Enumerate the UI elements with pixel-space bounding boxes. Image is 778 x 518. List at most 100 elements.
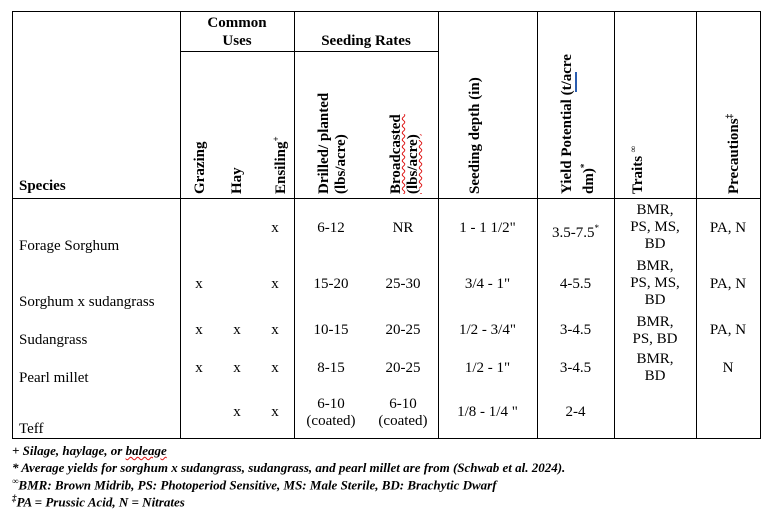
traits-line: BMR,	[636, 314, 674, 330]
drilled-header: Drilled/ planted (lbs/acre)	[316, 93, 350, 194]
ensiling-header: Ensiling+	[268, 136, 290, 194]
drilled-cell: 6-10 (coated)	[294, 396, 368, 430]
drilled-cell: 10-15	[313, 322, 349, 338]
traits-line: PS, BD	[632, 331, 678, 347]
species-cell: Pearl millet	[19, 370, 89, 386]
ensiling-label: Ensiling	[273, 141, 289, 194]
ensiling-mark: +	[271, 136, 281, 142]
yield-line2-text: dm)	[581, 168, 597, 194]
yield-cell: 3-4.5	[559, 322, 592, 338]
footnote-traits: ∞BMR: Brown Midrib, PS: Photoperiod Sens…	[12, 476, 497, 493]
depth-cell: 1/8 - 1/4 "	[457, 404, 518, 420]
depth-cell: 1/2 - 1"	[464, 360, 511, 376]
yield-cell: 3-4.5	[559, 360, 592, 376]
grazing-cell: x	[195, 322, 203, 338]
species-cell: Teff	[19, 421, 44, 437]
traits-header: Traits ∞	[625, 146, 647, 194]
col-rule	[294, 11, 295, 439]
traits-cell: BMR, PS, MS, BD	[614, 258, 696, 309]
depth-cell: 3/4 - 1"	[464, 276, 511, 292]
broadcasted-cell: 20-25	[385, 360, 421, 376]
precautions-mark: ‡	[724, 113, 734, 119]
traits-cell: BMR, PS, BD	[614, 314, 696, 348]
yield-cell: 2-4	[565, 404, 586, 420]
traits-line: BD	[644, 236, 666, 252]
traits-cell: BMR, BD	[614, 351, 696, 385]
yield-header: Yield Potential (t/acre dm)*	[559, 54, 598, 194]
ensiling-cell: x	[271, 220, 279, 236]
species-header: Species	[19, 178, 66, 194]
broadcasted-cell: 25-30	[385, 276, 421, 292]
traits-line: BMR,	[636, 351, 674, 367]
drilled-cell: 6-12	[317, 220, 345, 236]
common-uses-line1: Common	[207, 15, 267, 31]
ensiling-cell: x	[271, 404, 279, 420]
broadcasted-line1: Broadcasted	[388, 114, 404, 194]
grazing-cell: x	[195, 360, 203, 376]
grazing-cell: x	[195, 276, 203, 292]
yield-mark: *	[579, 163, 589, 169]
ensiling-cell: x	[271, 360, 279, 376]
broadcasted-cell: NR	[392, 220, 414, 236]
yield-value: 3.5-7.5	[552, 225, 595, 241]
traits-line: BD	[644, 368, 666, 384]
precautions-label: Precautions	[726, 118, 742, 194]
traits-line: BD	[644, 292, 666, 308]
broadcasted-cell: 6-10 (coated)	[368, 396, 438, 430]
broadcasted-header: Broadcasted (lbs/acre)	[388, 114, 422, 194]
species-cell: Sudangrass	[19, 332, 88, 348]
footnote-prec-mark: ‡	[12, 493, 17, 503]
footnote-average: * Average yields for sorghum x sudangras…	[12, 460, 566, 475]
precautions-cell: N	[722, 360, 734, 376]
broadcasted-line: 6-10	[389, 396, 417, 412]
drilled-cell: 8-15	[317, 360, 345, 376]
traits-line: PS, MS,	[630, 275, 680, 291]
precautions-cell: PA, N	[709, 276, 747, 292]
footnote-prec-text: PA = Prussic Acid, N = Nitrates	[16, 494, 185, 510]
yield-cell: 4-5.5	[559, 276, 592, 292]
col-rule	[537, 11, 538, 439]
seeding-rates-header: Seeding Rates	[321, 33, 411, 49]
traits-line: BMR,	[636, 258, 674, 274]
drilled-line: (coated)	[306, 413, 356, 429]
species-cell: Sorghum x sudangrass	[19, 294, 155, 310]
species-cell: Forage Sorghum	[19, 238, 120, 254]
hay-cell: x	[233, 404, 241, 420]
hay-header: Hay	[229, 167, 245, 194]
hay-cell: x	[233, 322, 241, 338]
ensiling-cell: x	[271, 276, 279, 292]
text-cursor	[575, 72, 577, 92]
col-rule	[438, 11, 439, 439]
ensiling-cell: x	[271, 322, 279, 338]
yield-mark: *	[594, 223, 600, 233]
common-uses-header: Common Uses	[180, 14, 294, 50]
table-border-top	[12, 11, 761, 12]
drilled-cell: 15-20	[313, 276, 349, 292]
col-rule	[180, 11, 181, 439]
footnote-silage-text: + Silage, haylage, or	[12, 443, 126, 458]
footnote-traits-mark: ∞	[12, 476, 19, 486]
precautions-header: Precautions‡	[721, 114, 743, 194]
precautions-cell: PA, N	[709, 220, 747, 236]
header-bottom-rule	[12, 198, 761, 199]
col-rule	[614, 11, 615, 439]
footnote-traits-text: BMR: Brown Midrib, PS: Photoperiod Sensi…	[18, 477, 497, 493]
hay-cell: x	[233, 360, 241, 376]
traits-label: Traits	[630, 155, 646, 194]
drilled-line1: Drilled/ planted	[316, 92, 332, 194]
broadcasted-cell: 20-25	[385, 322, 421, 338]
col-rule	[760, 11, 761, 439]
drilled-line2: (lbs/acre)	[333, 134, 349, 194]
yield-line1: Yield Potential (t/acre	[559, 54, 575, 194]
broadcasted-line: (coated)	[378, 413, 428, 429]
depth-cell: 1 - 1 1/2"	[459, 220, 516, 236]
col-rule	[12, 11, 13, 439]
footnote-silage: + Silage, haylage, or baleage	[12, 443, 167, 459]
traits-line: BMR,	[636, 202, 674, 218]
precautions-cell: PA, N	[709, 322, 747, 338]
broadcasted-line2: (lbs/acre)	[405, 134, 421, 194]
common-uses-line2: Uses	[222, 33, 252, 49]
col-rule	[696, 11, 697, 439]
drilled-line: 6-10	[317, 396, 345, 412]
